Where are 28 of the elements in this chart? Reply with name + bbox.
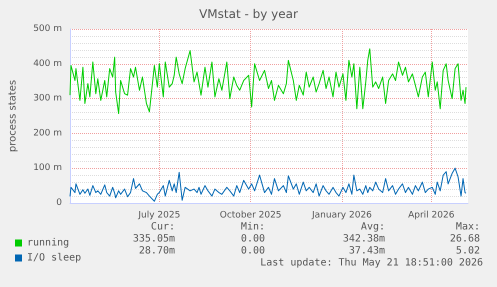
text: Min: xyxy=(240,222,266,232)
y-axis-title: process states xyxy=(8,80,18,152)
y-tick-label: 300 m xyxy=(33,94,62,104)
x-tick-label: October 2025 xyxy=(220,210,282,220)
text: 26.68 xyxy=(450,234,480,244)
text: Avg: xyxy=(360,222,386,232)
text: 5.02 xyxy=(456,246,480,256)
x-tick-label: April 2026 xyxy=(408,210,455,220)
y-tick-label: 100 m xyxy=(33,163,62,174)
text: Cur: xyxy=(150,222,176,232)
x-tick-label: July 2025 xyxy=(137,210,180,220)
y-tick-label: 500 m xyxy=(33,24,62,34)
text: 0.00 xyxy=(240,246,266,256)
text: Max: xyxy=(456,222,480,232)
chart-title: VMstat - by year xyxy=(199,7,298,21)
x-tick-label: January 2026 xyxy=(311,210,372,220)
text: 28.70m xyxy=(138,246,175,256)
text: 342.38m xyxy=(342,234,386,244)
line-series xyxy=(70,48,467,114)
text: 335.05m xyxy=(132,234,176,244)
y-tick-label: 0 xyxy=(56,198,62,208)
y-tick-label: 200 m xyxy=(33,128,62,138)
text: Last update: Thu May 21 18:51:00 2026 xyxy=(260,258,484,268)
text: 37.43m xyxy=(348,246,385,256)
legend-label: I/O sleep xyxy=(27,252,82,264)
legend-label: running xyxy=(27,238,70,248)
text: 0.00 xyxy=(240,234,266,244)
y-tick-label: 400 m xyxy=(33,58,62,69)
